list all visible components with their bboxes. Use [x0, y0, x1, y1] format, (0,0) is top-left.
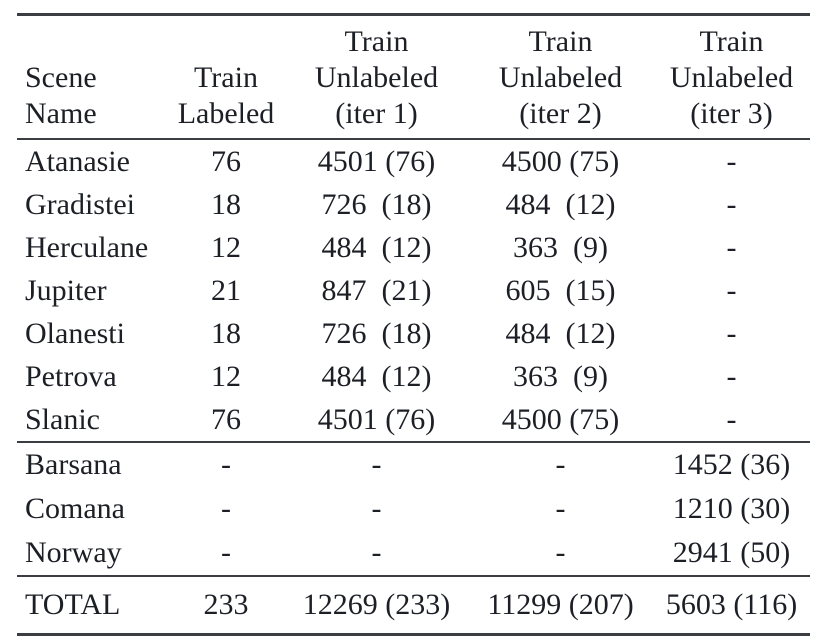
cell-iter1: - [371, 492, 382, 525]
col-header-train-unlabeled-iter3: Train Unlabeled (iter 3) [653, 14, 810, 140]
table-header: Scene Name Train Labeled Train Unlabeled… [17, 14, 810, 140]
cell-iter1: 12269 (233) [302, 588, 451, 621]
table-section-iter3-scenes: Barsana - - - 1452 (36) Comana - - - 1210 (30) Nor… [17, 442, 810, 576]
cell-iter1: 484 (12) [321, 230, 432, 264]
col-header-train-unlabeled-iter1: Train Unlabeled (iter 1) [285, 14, 468, 140]
cell-labeled: 21 [211, 273, 241, 307]
col-header-scene-name: Scene Name [17, 14, 167, 140]
cell-iter3: - [726, 359, 737, 393]
cell-iter1: 4501 (76) [317, 144, 436, 178]
cell-labeled: 233 [203, 588, 249, 621]
cell-iter1: - [371, 448, 382, 481]
cell-scene-name: Herculane [25, 230, 149, 264]
cell-iter1: 4501 (76) [317, 402, 436, 436]
cell-iter3: 1210 (30) [672, 492, 791, 525]
cell-iter3: - [726, 144, 737, 178]
cell-iter3: - [726, 273, 737, 307]
table-row: Gradistei 18 726 (18) 484 (12) - [17, 183, 810, 226]
table-row: Norway - - - 2941 (50) [17, 531, 810, 576]
cell-iter1: 847 (21) [321, 273, 432, 307]
cell-scene-name: Slanic [25, 402, 100, 436]
cell-iter1: 726 (18) [321, 316, 432, 350]
table-section-labeled-scenes: Atanasie 76 4501 (76) 4500 (75) - Gradistei 18… [17, 139, 810, 442]
cell-iter2: 4500 (75) [501, 402, 620, 436]
cell-scene-name: Jupiter [25, 273, 107, 307]
train-data-table: Scene Name Train Labeled Train Unlabeled… [17, 13, 810, 636]
cell-iter2: 4500 (75) [501, 144, 620, 178]
table-row: Barsana - - - 1452 (36) [17, 442, 810, 487]
cell-labeled: - [221, 492, 231, 525]
cell-iter3: - [726, 402, 737, 436]
table-row: Atanasie 76 4501 (76) 4500 (75) - [17, 139, 810, 183]
cell-labeled: - [221, 448, 231, 481]
cell-iter2: 484 (12) [505, 316, 616, 350]
cell-scene-name: Atanasie [25, 144, 130, 178]
cell-scene-name: Barsana [25, 448, 122, 481]
cell-scene-name: TOTAL [25, 588, 121, 621]
cell-iter2: 363 (9) [513, 230, 608, 264]
cell-scene-name: Norway [25, 536, 122, 569]
cell-labeled: 12 [211, 230, 241, 264]
col-header-train-unlabeled-iter2: Train Unlabeled (iter 2) [468, 14, 653, 140]
cell-labeled: - [221, 536, 231, 569]
col-header-train-labeled: Train Labeled [167, 14, 285, 140]
table-row: Slanic 76 4501 (76) 4500 (75) - [17, 398, 810, 442]
cell-iter3: - [726, 316, 737, 350]
cell-iter2: 484 (12) [505, 187, 616, 221]
cell-labeled: 76 [211, 144, 241, 178]
table-row: TOTAL 233 12269 (233) 11299 (207) 5603 (116) [17, 576, 810, 635]
cell-labeled: 18 [211, 316, 241, 350]
cell-iter3: 1452 (36) [672, 448, 791, 481]
cell-iter1: - [371, 536, 382, 569]
cell-scene-name: Olanesti [25, 316, 125, 350]
cell-scene-name: Comana [25, 492, 125, 525]
cell-iter2: 11299 (207) [487, 588, 634, 621]
cell-iter2: 363 (9) [513, 359, 608, 393]
table-row: Petrova 12 484 (12) 363 (9) - [17, 355, 810, 398]
cell-labeled: 76 [211, 402, 241, 436]
cell-iter3: - [726, 187, 737, 221]
cell-iter2: - [555, 448, 566, 481]
cell-iter1: 726 (18) [321, 187, 432, 221]
cell-iter1: 484 (12) [321, 359, 432, 393]
cell-iter2: - [555, 492, 566, 525]
cell-iter3: 2941 (50) [672, 536, 791, 569]
cell-iter2: - [555, 536, 566, 569]
table-row: Comana - - - 1210 (30) [17, 487, 810, 531]
table-section-total: TOTAL 233 12269 (233) 11299 (207) 5603 (116) [17, 576, 810, 635]
cell-iter2: 605 (15) [505, 273, 616, 307]
cell-scene-name: Gradistei [25, 187, 135, 221]
table-row: Herculane 12 484 (12) 363 (9) - [17, 226, 810, 269]
table-row: Olanesti 18 726 (18) 484 (12) - [17, 312, 810, 355]
table-row: Jupiter 21 847 (21) 605 (15) - [17, 269, 810, 312]
cell-labeled: 18 [211, 187, 241, 221]
cell-labeled: 12 [211, 359, 241, 393]
cell-scene-name: Petrova [25, 359, 117, 393]
cell-iter3: - [726, 230, 737, 264]
table-header-row: Scene Name Train Labeled Train Unlabeled… [17, 14, 810, 140]
cell-iter3: 5603 (116) [665, 588, 798, 621]
